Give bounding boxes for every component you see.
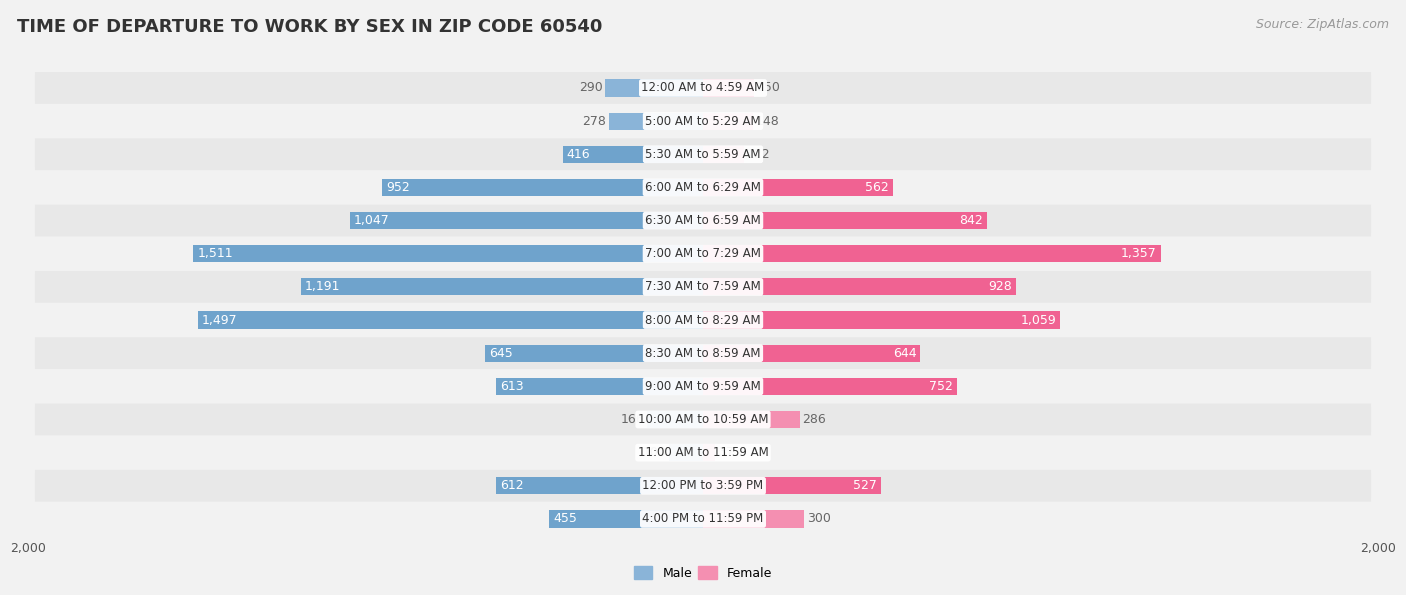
Text: 416: 416 [567, 148, 591, 161]
Bar [703, 146, 744, 163]
Text: 5:00 AM to 5:29 AM: 5:00 AM to 5:29 AM [645, 115, 761, 127]
Bar [350, 212, 703, 229]
Text: 7:30 AM to 7:59 AM: 7:30 AM to 7:59 AM [645, 280, 761, 293]
Bar [382, 179, 703, 196]
Bar [198, 311, 703, 328]
FancyBboxPatch shape [35, 371, 1371, 402]
Text: 842: 842 [959, 214, 983, 227]
FancyBboxPatch shape [35, 337, 1371, 369]
Text: 1,047: 1,047 [354, 214, 389, 227]
FancyBboxPatch shape [35, 503, 1371, 535]
Text: 1,511: 1,511 [197, 248, 233, 260]
Bar [703, 511, 804, 528]
Bar [647, 411, 703, 428]
Text: 11:00 AM to 11:59 AM: 11:00 AM to 11:59 AM [638, 446, 768, 459]
Text: 12:00 PM to 3:59 PM: 12:00 PM to 3:59 PM [643, 480, 763, 492]
Text: 8:30 AM to 8:59 AM: 8:30 AM to 8:59 AM [645, 347, 761, 359]
Bar [703, 245, 1161, 262]
Bar [703, 79, 754, 96]
Text: 645: 645 [489, 347, 513, 359]
FancyBboxPatch shape [35, 470, 1371, 502]
FancyBboxPatch shape [35, 437, 1371, 468]
Text: 290: 290 [579, 82, 602, 95]
Text: 562: 562 [865, 181, 889, 194]
Bar [485, 345, 703, 362]
FancyBboxPatch shape [35, 238, 1371, 270]
FancyBboxPatch shape [35, 72, 1371, 104]
Text: 37: 37 [718, 446, 734, 459]
Bar [301, 278, 703, 296]
Bar [703, 278, 1017, 296]
Legend: Male, Female: Male, Female [628, 561, 778, 585]
Text: 7:00 AM to 7:29 AM: 7:00 AM to 7:29 AM [645, 248, 761, 260]
Text: 644: 644 [893, 347, 917, 359]
Text: 4:00 PM to 11:59 PM: 4:00 PM to 11:59 PM [643, 512, 763, 525]
Text: 612: 612 [501, 480, 524, 492]
Bar [562, 146, 703, 163]
Text: 952: 952 [385, 181, 409, 194]
Text: 6:00 AM to 6:29 AM: 6:00 AM to 6:29 AM [645, 181, 761, 194]
Text: 752: 752 [929, 380, 953, 393]
Bar [669, 444, 703, 461]
Text: 928: 928 [988, 280, 1012, 293]
Bar [703, 411, 800, 428]
Text: 122: 122 [747, 148, 770, 161]
FancyBboxPatch shape [35, 105, 1371, 137]
FancyBboxPatch shape [35, 205, 1371, 236]
Bar [703, 112, 754, 130]
Bar [193, 245, 703, 262]
Text: 278: 278 [582, 115, 606, 127]
Text: 6:30 AM to 6:59 AM: 6:30 AM to 6:59 AM [645, 214, 761, 227]
Text: 100: 100 [643, 446, 666, 459]
Text: 148: 148 [755, 115, 779, 127]
FancyBboxPatch shape [35, 139, 1371, 170]
Text: 527: 527 [853, 480, 877, 492]
Text: 166: 166 [620, 413, 644, 426]
Bar [605, 79, 703, 96]
Text: 10:00 AM to 10:59 AM: 10:00 AM to 10:59 AM [638, 413, 768, 426]
FancyBboxPatch shape [35, 271, 1371, 303]
FancyBboxPatch shape [35, 304, 1371, 336]
Text: TIME OF DEPARTURE TO WORK BY SEX IN ZIP CODE 60540: TIME OF DEPARTURE TO WORK BY SEX IN ZIP … [17, 18, 602, 36]
Bar [703, 345, 921, 362]
FancyBboxPatch shape [35, 171, 1371, 203]
FancyBboxPatch shape [35, 403, 1371, 436]
Text: 1,059: 1,059 [1021, 314, 1056, 327]
Bar [703, 444, 716, 461]
Bar [703, 212, 987, 229]
Bar [703, 477, 880, 494]
Bar [703, 311, 1060, 328]
Text: 9:00 AM to 9:59 AM: 9:00 AM to 9:59 AM [645, 380, 761, 393]
Bar [703, 378, 956, 395]
Text: 1,191: 1,191 [305, 280, 340, 293]
Bar [496, 477, 703, 494]
Bar [703, 179, 893, 196]
Text: 455: 455 [554, 512, 578, 525]
Text: 12:00 AM to 4:59 AM: 12:00 AM to 4:59 AM [641, 82, 765, 95]
Text: 300: 300 [807, 512, 831, 525]
Text: 1,497: 1,497 [202, 314, 238, 327]
Text: Source: ZipAtlas.com: Source: ZipAtlas.com [1256, 18, 1389, 31]
Bar [609, 112, 703, 130]
Text: 1,357: 1,357 [1121, 248, 1157, 260]
Text: 613: 613 [501, 380, 524, 393]
Text: 286: 286 [803, 413, 825, 426]
Text: 5:30 AM to 5:59 AM: 5:30 AM to 5:59 AM [645, 148, 761, 161]
Text: 8:00 AM to 8:29 AM: 8:00 AM to 8:29 AM [645, 314, 761, 327]
Bar [550, 511, 703, 528]
Bar [496, 378, 703, 395]
Text: 150: 150 [756, 82, 780, 95]
